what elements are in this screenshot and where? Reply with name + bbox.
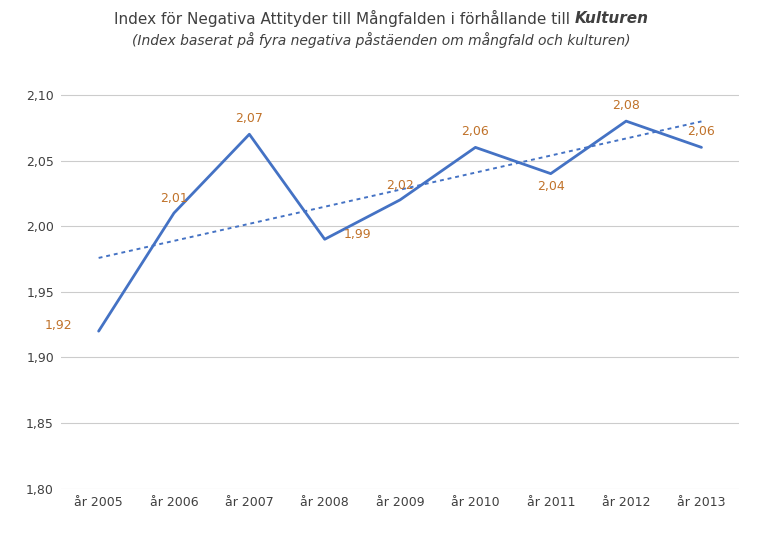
Text: 2,01: 2,01 bbox=[160, 192, 188, 205]
Text: 2,06: 2,06 bbox=[462, 125, 489, 138]
Text: 1,99: 1,99 bbox=[344, 228, 371, 241]
Text: (Index baserat på fyra negativa påstäenden om mångfald och kulturen): (Index baserat på fyra negativa påstäend… bbox=[132, 32, 630, 48]
Text: Kulturen: Kulturen bbox=[575, 11, 648, 26]
Text: 2,06: 2,06 bbox=[687, 125, 716, 138]
Text: Index för Negativa Attityder till Mångfalden i förhållande till: Index för Negativa Attityder till Mångfa… bbox=[114, 10, 575, 27]
Text: 2,08: 2,08 bbox=[612, 99, 640, 112]
Text: 2,04: 2,04 bbox=[537, 180, 565, 193]
Text: 2,07: 2,07 bbox=[235, 112, 264, 125]
Text: 2,02: 2,02 bbox=[386, 179, 414, 192]
Text: 1,92: 1,92 bbox=[45, 320, 72, 332]
